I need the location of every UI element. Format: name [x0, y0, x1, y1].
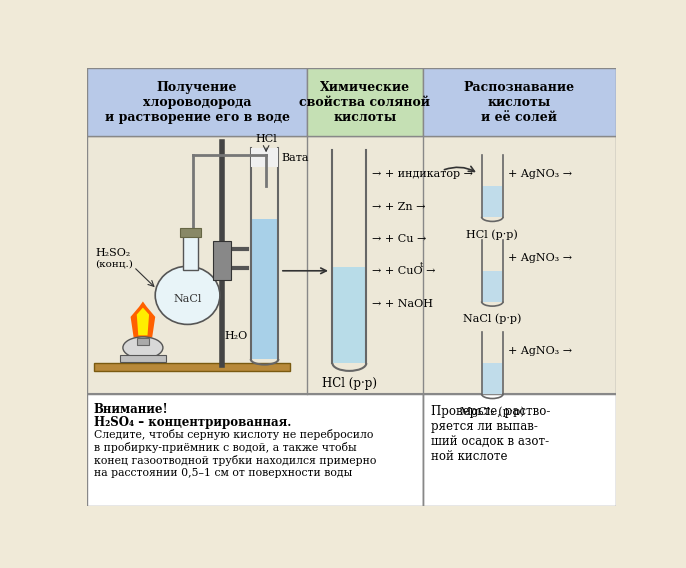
Text: → + NaOH: → + NaOH [372, 299, 434, 309]
Bar [482, 271, 502, 302]
Bar [88, 68, 307, 136]
Text: t: t [421, 261, 423, 269]
Text: HCl: HCl [255, 133, 277, 144]
Bar [88, 394, 423, 506]
Text: → + CuO →: → + CuO → [372, 266, 436, 277]
Text: Внимание!: Внимание! [93, 403, 168, 416]
Bar [307, 68, 423, 136]
Bar [180, 228, 202, 237]
Bar [482, 363, 502, 394]
Text: H₂O: H₂O [224, 331, 248, 341]
Text: → + индикатор →: → + индикатор → [372, 169, 473, 179]
Text: Распознавание
кислоты
и её солей: Распознавание кислоты и её солей [464, 81, 575, 124]
Bar [93, 363, 290, 371]
Text: Получение
хлороводорода
и растворение его в воде: Получение хлороводорода и растворение ег… [104, 81, 289, 124]
Bar [120, 356, 166, 361]
Bar [252, 148, 278, 167]
Text: (конц.): (конц.) [95, 259, 133, 268]
Bar [137, 337, 149, 345]
Bar [88, 136, 615, 394]
Text: + AgNO₃ →: + AgNO₃ → [508, 253, 572, 264]
Bar [213, 241, 231, 280]
Text: NaCl: NaCl [174, 294, 202, 304]
Ellipse shape [123, 337, 163, 358]
Text: Вата: Вата [281, 153, 309, 162]
Polygon shape [137, 308, 149, 335]
Text: H₂SO₂: H₂SO₂ [95, 248, 130, 257]
Bar [183, 232, 198, 270]
Text: → + Zn →: → + Zn → [372, 202, 426, 212]
Text: + AgNO₃ →: + AgNO₃ → [508, 346, 572, 356]
Text: HCl (р·р): HCl (р·р) [322, 377, 377, 390]
Text: MgCl₂ (р·р): MgCl₂ (р·р) [460, 406, 525, 417]
Bar [333, 267, 366, 363]
Text: HCl (р·р): HCl (р·р) [466, 229, 518, 240]
Text: NaCl (р·р): NaCl (р·р) [463, 314, 521, 324]
Ellipse shape [155, 266, 220, 324]
Text: Следите, чтобы серную кислоту не перебросило
в пробирку-приёмник с водой, а такж: Следите, чтобы серную кислоту не перебро… [93, 429, 376, 478]
Text: Проверьте, раство-
ряется ли выпав-
ший осадок в азот-
ной кислоте: Проверьте, раство- ряется ли выпав- ший … [431, 405, 550, 463]
Text: Химические
свойства соляной
кислоты: Химические свойства соляной кислоты [299, 81, 430, 124]
Bar [423, 68, 615, 136]
Text: H₂SO₄ – концентрированная.: H₂SO₄ – концентрированная. [93, 416, 291, 428]
Bar [482, 186, 502, 217]
Bar [423, 394, 615, 506]
Polygon shape [130, 302, 155, 337]
Text: → + Cu →: → + Cu → [372, 234, 427, 244]
Bar [252, 219, 278, 359]
Text: + AgNO₃ →: + AgNO₃ → [508, 169, 572, 179]
